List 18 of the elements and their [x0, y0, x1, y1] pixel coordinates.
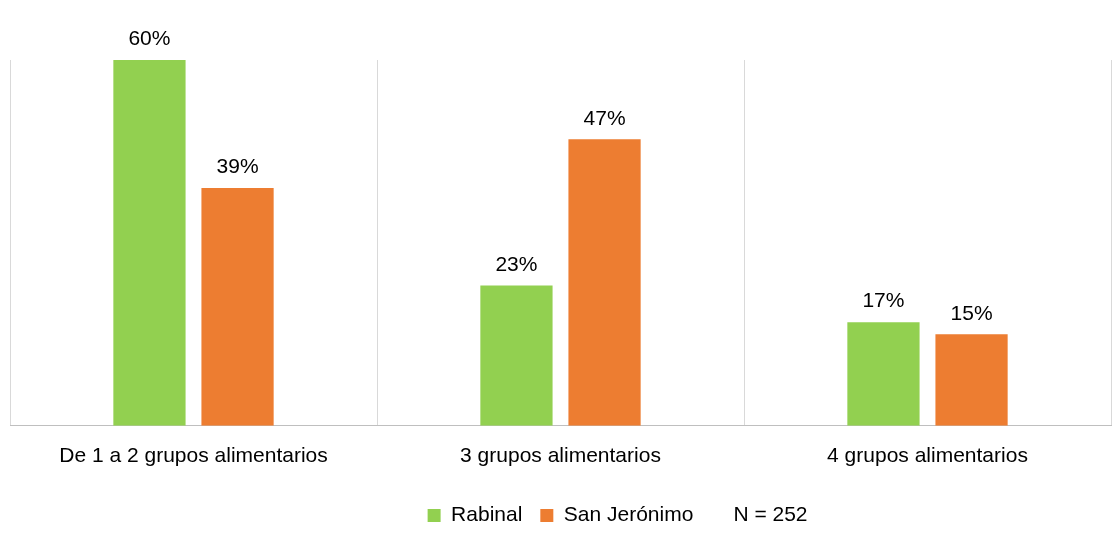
data-label: 39% [216, 154, 259, 178]
legend-label: Rabinal [451, 502, 523, 526]
x-tick-label: 3 grupos alimentarios [460, 443, 661, 467]
data-label: 60% [128, 26, 171, 50]
x-tick-label: 4 grupos alimentarios [827, 443, 1028, 467]
text: N = 252 [733, 502, 808, 526]
bar [201, 188, 274, 426]
bar [935, 334, 1008, 426]
bar [568, 139, 641, 426]
data-label: 47% [583, 105, 626, 129]
bar [480, 285, 553, 426]
x-tick-label: De 1 a 2 grupos alimentarios [59, 443, 328, 467]
bar [847, 322, 920, 426]
data-label: 17% [862, 288, 905, 312]
data-label: 15% [950, 300, 993, 324]
bar [113, 60, 186, 426]
legend-label: San Jerónimo [563, 502, 694, 526]
data-label: 23% [495, 251, 538, 275]
